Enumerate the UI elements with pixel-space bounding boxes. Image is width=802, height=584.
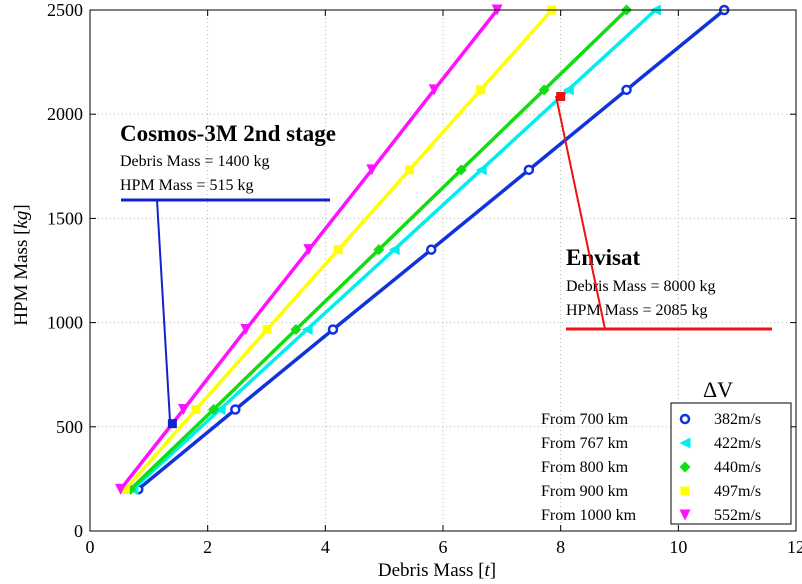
data-point	[425, 244, 437, 255]
data-point	[404, 165, 414, 175]
legend-label: 382m/s	[714, 411, 761, 428]
data-point	[208, 404, 220, 416]
annotation-cosmos-line-2: HPM Mass = 515 kg	[120, 177, 253, 194]
data-point	[303, 244, 315, 256]
annotation-envisat: Envisat Debris Mass = 8000 kg HPM Mass =…	[555, 91, 772, 331]
data-point	[476, 85, 486, 95]
plot-frame	[89, 9, 797, 532]
data-point	[621, 84, 632, 96]
annotation-cosmos-title: Cosmos-3M 2nd stage	[120, 121, 336, 146]
x-tick-label: 10	[669, 537, 687, 557]
data-point	[178, 404, 190, 416]
x-tick-label: 8	[556, 537, 565, 557]
legend-label: 422m/s	[714, 435, 761, 452]
y-tick-label: 2500	[47, 0, 83, 20]
data-point	[290, 323, 302, 335]
data-point	[373, 244, 385, 256]
legend-from-label: From 900 km	[541, 483, 629, 500]
data-point	[191, 405, 201, 415]
annotation-envisat-line-1: Debris Mass = 8000 kg	[566, 278, 715, 295]
legend-marker	[679, 509, 691, 521]
legend-from-label: From 767 km	[541, 435, 629, 452]
data-point	[240, 323, 252, 335]
annotation-cosmos-marker	[167, 419, 177, 429]
legend-label: 497m/s	[714, 483, 761, 500]
y-tick-label: 2000	[47, 104, 83, 124]
data-point	[333, 245, 343, 255]
annotation-cosmos-line-1: Debris Mass = 1400 kg	[120, 153, 269, 170]
data-point	[538, 84, 550, 96]
annotation-cosmos-leader	[156, 199, 171, 422]
legend-items: From 700 km 382m/s From 767 km 422m/s From 8…	[541, 411, 761, 524]
data-point	[523, 164, 535, 176]
y-tick-label: 0	[74, 521, 83, 541]
legend-item: From 900 km 497m/s	[541, 483, 761, 500]
data-point	[455, 164, 467, 176]
data-point	[214, 404, 226, 416]
data-point	[115, 483, 127, 495]
legend-marker	[680, 486, 690, 496]
legend-item: From 700 km 382m/s	[541, 411, 761, 428]
legend-item: From 800 km 440m/s	[541, 459, 761, 476]
legend-label: 440m/s	[714, 459, 761, 476]
x-tick-label: 6	[439, 537, 448, 557]
annotation-cosmos: Cosmos-3M 2nd stage Debris Mass = 1400 k…	[120, 121, 336, 429]
x-tick-label: 2	[203, 537, 212, 557]
y-tick-label: 1500	[47, 208, 83, 228]
data-point	[428, 84, 440, 96]
legend-label: 552m/s	[714, 507, 761, 524]
legend-marker	[679, 461, 691, 473]
legend-marker	[679, 437, 691, 449]
legend-item: From 1000 km 552m/s	[541, 507, 761, 524]
legend-from-label: From 1000 km	[541, 507, 637, 524]
legend-item: From 767 km 422m/s	[541, 435, 761, 452]
annotation-envisat-line-2: HPM Mass = 2085 kg	[566, 302, 707, 319]
data-point	[388, 244, 400, 256]
x-axis-label: Debris Mass [t]	[378, 560, 496, 581]
data-point	[230, 404, 241, 415]
data-point	[562, 84, 574, 96]
x-tick-label: 12	[787, 537, 802, 557]
y-tick-label: 1000	[47, 313, 83, 333]
annotation-envisat-marker	[556, 91, 566, 101]
legend-marker	[679, 413, 691, 425]
data-point	[301, 323, 313, 335]
series-552m/s	[115, 4, 503, 495]
x-tick-label: 0	[86, 537, 95, 557]
legend-from-label: From 800 km	[541, 459, 629, 476]
legend-from-label: From 700 km	[541, 411, 629, 428]
legend-title: ΔV	[703, 377, 733, 402]
y-tick-label: 500	[56, 417, 83, 437]
data-point	[366, 164, 378, 176]
data-point	[262, 324, 272, 334]
data-point	[120, 484, 130, 494]
legend-box	[670, 402, 792, 525]
annotation-envisat-leader	[555, 95, 606, 330]
annotation-envisat-title: Envisat	[566, 245, 640, 270]
data-point	[327, 324, 339, 335]
data-point	[475, 164, 487, 176]
series-group	[115, 4, 730, 495]
y-axis-label: HPM Mass [kg]	[11, 204, 32, 325]
x-tick-label: 4	[321, 537, 330, 557]
